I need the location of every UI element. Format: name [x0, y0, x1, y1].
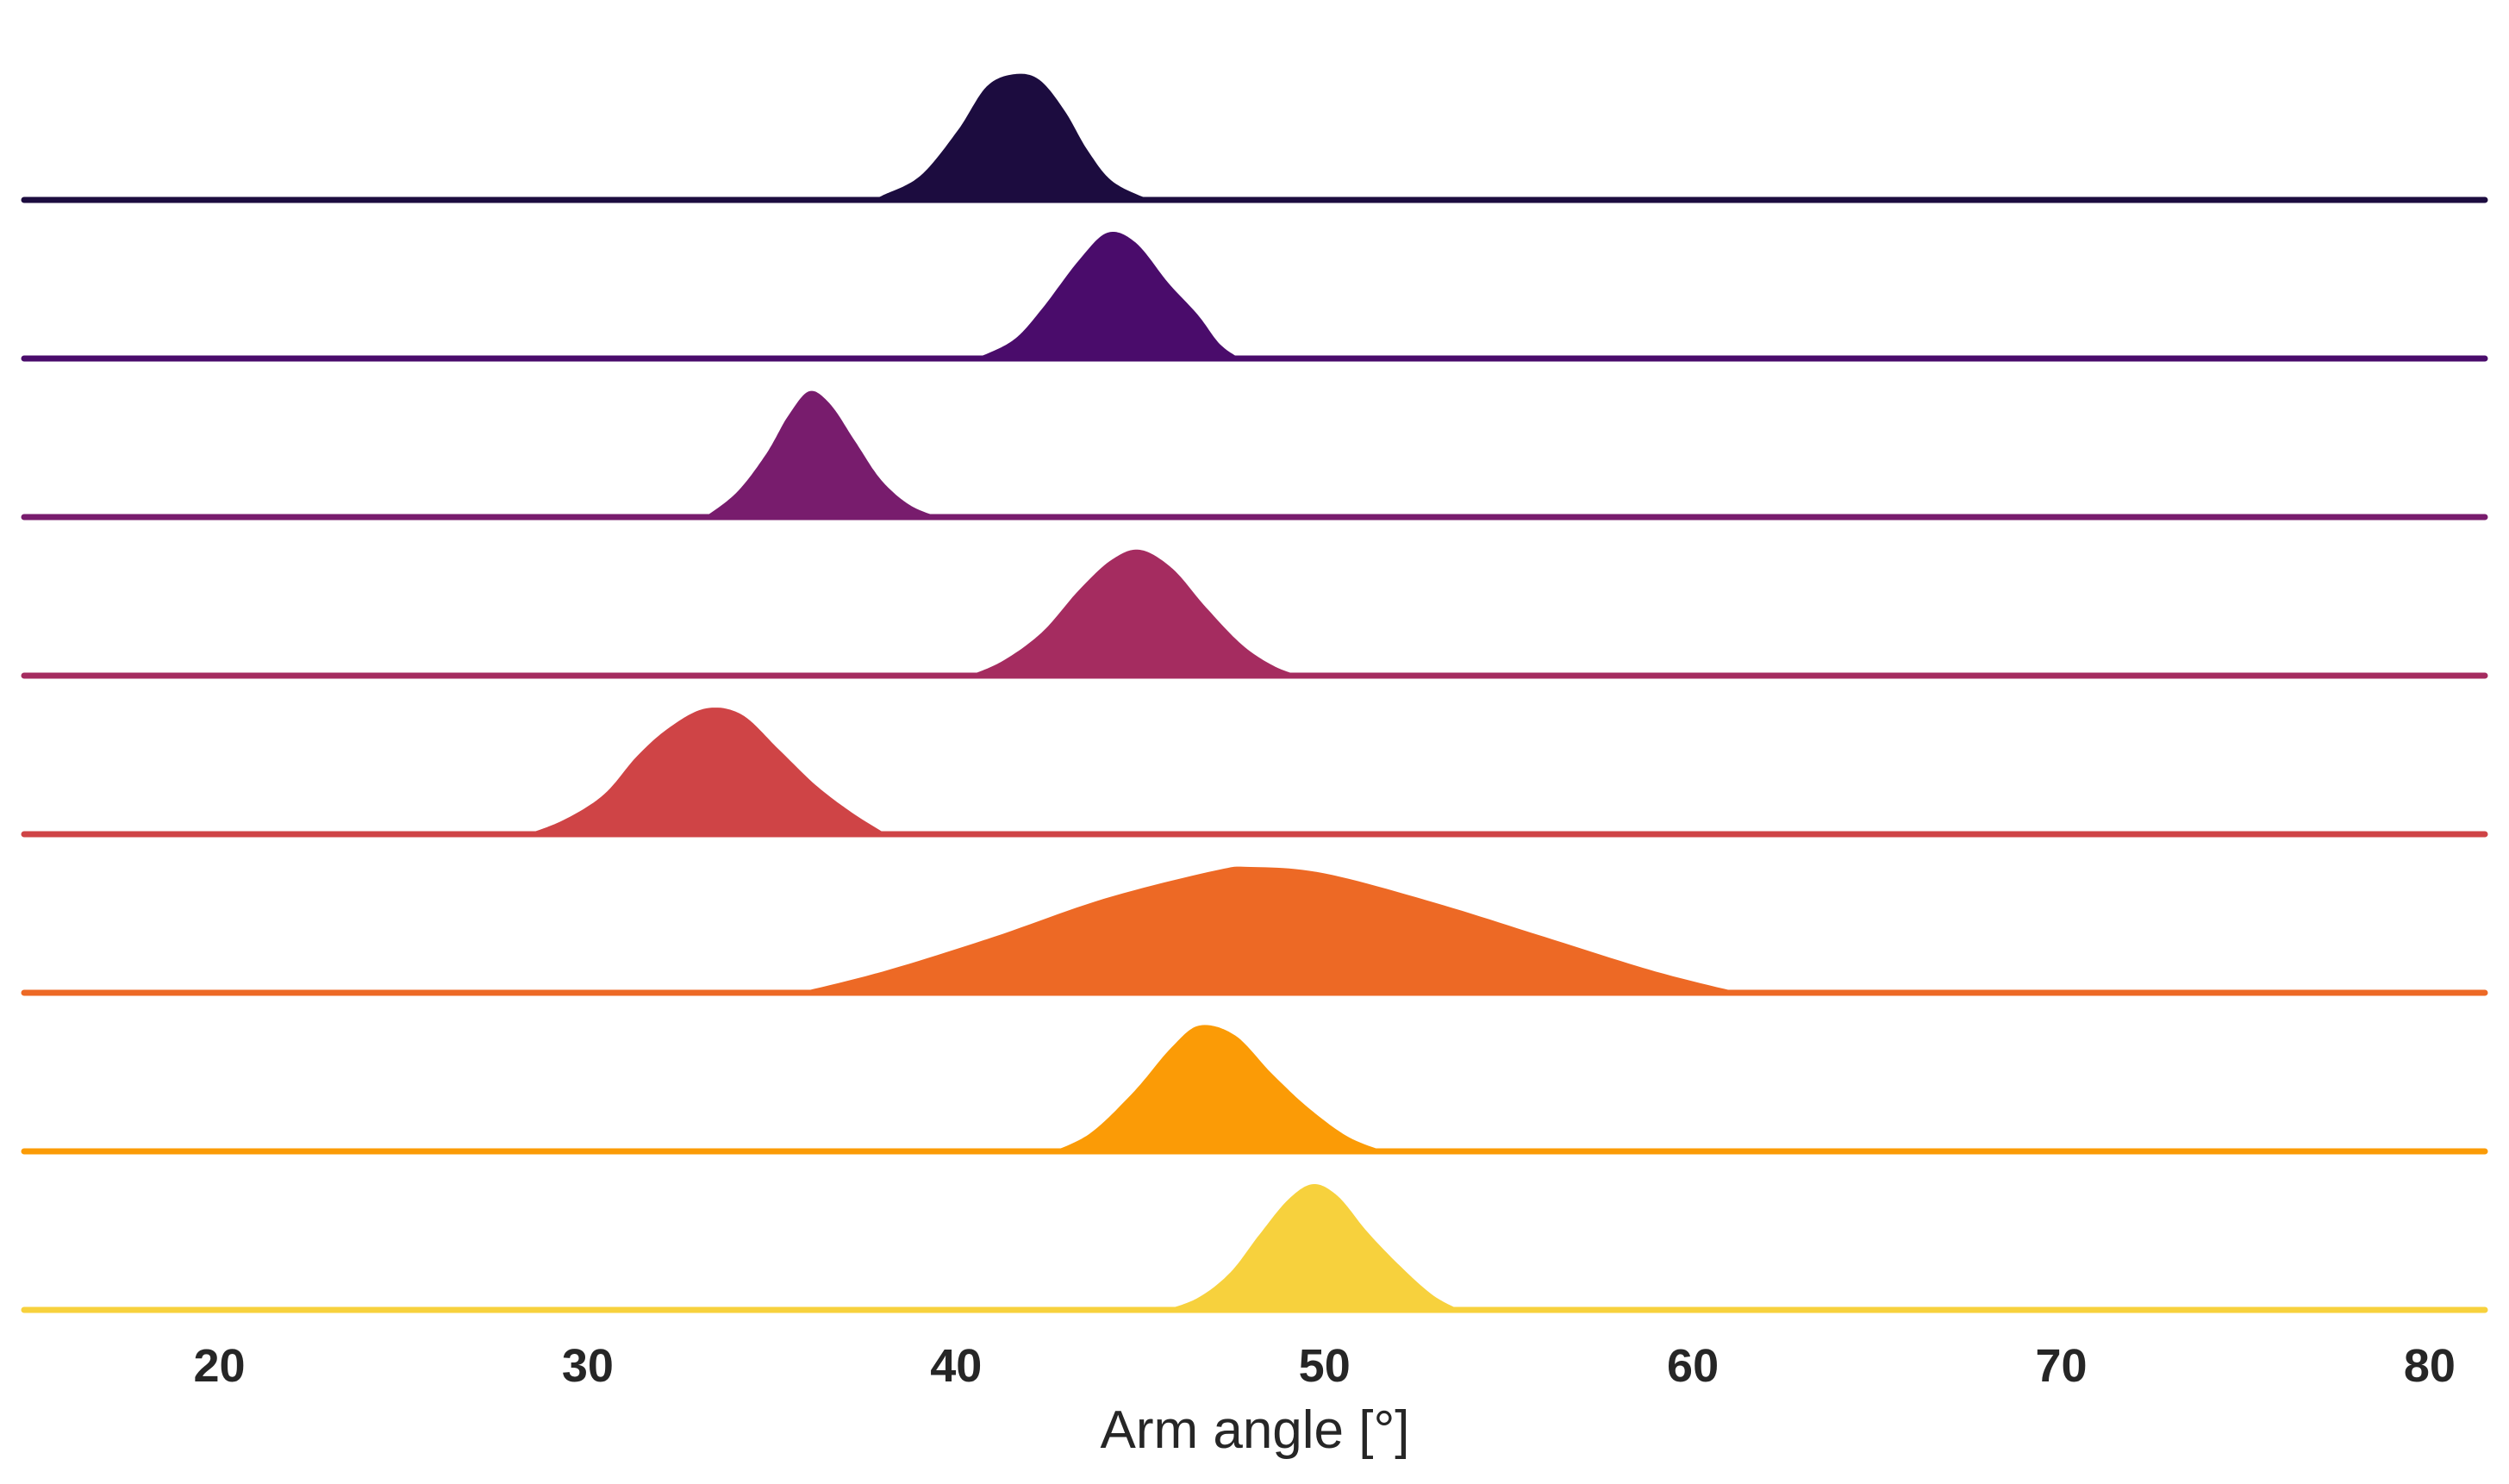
x-axis-label: Arm angle [°] — [1100, 1400, 1409, 1460]
ridge-8 — [21, 1181, 2488, 1313]
x-tick-label: 50 — [1299, 1340, 1351, 1392]
ridge-1 — [21, 70, 2488, 203]
density-area-3 — [700, 387, 947, 519]
ridge-2 — [21, 228, 2488, 362]
ridges-group — [21, 70, 2488, 1313]
x-tick-label: 30 — [562, 1340, 614, 1392]
ridge-5 — [21, 704, 2488, 838]
x-tick-label: 80 — [2404, 1340, 2456, 1392]
density-area-7 — [1046, 1021, 1393, 1153]
x-tick-label: 20 — [193, 1340, 245, 1392]
x-tick-label: 60 — [1667, 1340, 1719, 1392]
density-area-8 — [1157, 1181, 1467, 1312]
density-area-2 — [969, 228, 1245, 360]
density-area-6 — [789, 863, 1751, 995]
density-area-1 — [865, 70, 1158, 202]
ridge-4 — [21, 546, 2488, 679]
ridge-6 — [21, 863, 2488, 996]
density-area-4 — [961, 546, 1308, 677]
x-axis-ticks: 20 30 40 50 60 70 80 — [193, 1340, 2455, 1392]
x-tick-label: 40 — [930, 1340, 982, 1392]
density-area-5 — [520, 704, 892, 836]
ridge-3 — [21, 387, 2488, 521]
ridge-7 — [21, 1021, 2488, 1155]
x-tick-label: 70 — [2035, 1340, 2087, 1392]
